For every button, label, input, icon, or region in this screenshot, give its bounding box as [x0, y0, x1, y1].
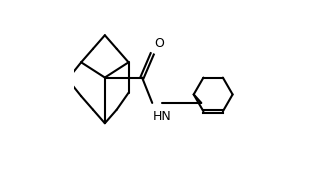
- Text: HN: HN: [153, 110, 172, 123]
- Text: O: O: [154, 37, 164, 50]
